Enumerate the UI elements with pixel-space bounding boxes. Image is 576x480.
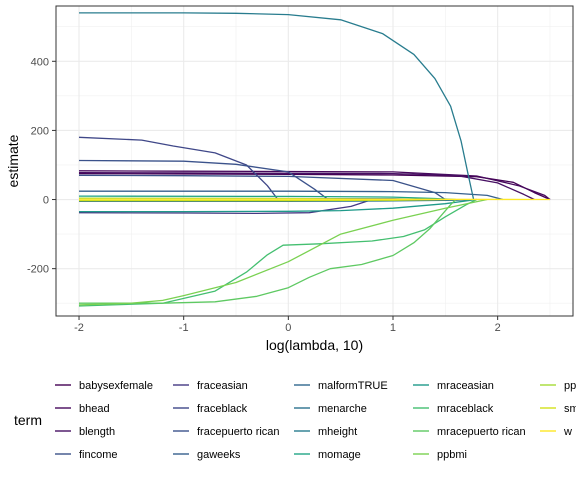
legend-label: sm xyxy=(564,403,576,415)
legend-label: momage xyxy=(318,449,361,461)
x-tick-label: 1 xyxy=(390,322,396,334)
legend-label: blength xyxy=(79,426,115,438)
legend-label: babysexfemale xyxy=(79,380,153,392)
legend-label: ppbmi xyxy=(437,449,467,461)
legend: term babysexfemale bhead blength fincome fra… xyxy=(14,380,576,461)
legend-label: bhead xyxy=(79,403,110,415)
y-axis: -200 0 200 400 xyxy=(27,56,56,275)
y-tick-label: 400 xyxy=(31,56,49,68)
legend-label: w xyxy=(563,426,572,438)
x-axis: -2 -1 0 1 2 xyxy=(74,316,501,334)
x-tick-label: -1 xyxy=(179,322,189,334)
legend-label: fincome xyxy=(79,449,118,461)
x-tick-label: -2 xyxy=(74,322,84,334)
legend-label: pp xyxy=(564,380,576,392)
legend-label: menarche xyxy=(318,403,367,415)
legend-label: fracepuerto rican xyxy=(197,426,280,438)
y-tick-label: 0 xyxy=(43,195,49,207)
legend-title: term xyxy=(14,412,42,428)
legend-label: gaweeks xyxy=(197,449,241,461)
y-axis-title: estimate xyxy=(5,134,21,187)
y-tick-label: 200 xyxy=(31,125,49,137)
legend-label: mraceasian xyxy=(437,380,494,392)
legend-label: mheight xyxy=(318,426,357,438)
x-axis-title: log(lambda, 10) xyxy=(266,337,363,353)
legend-label: fraceasian xyxy=(197,380,248,392)
y-tick-label: -200 xyxy=(27,264,49,276)
legend-label: malformTRUE xyxy=(318,380,388,392)
x-tick-label: 0 xyxy=(285,322,291,334)
legend-label: fraceblack xyxy=(197,403,248,415)
legend-label: mracepuerto rican xyxy=(437,426,526,438)
legend-label: mraceblack xyxy=(437,403,494,415)
x-tick-label: 2 xyxy=(495,322,501,334)
